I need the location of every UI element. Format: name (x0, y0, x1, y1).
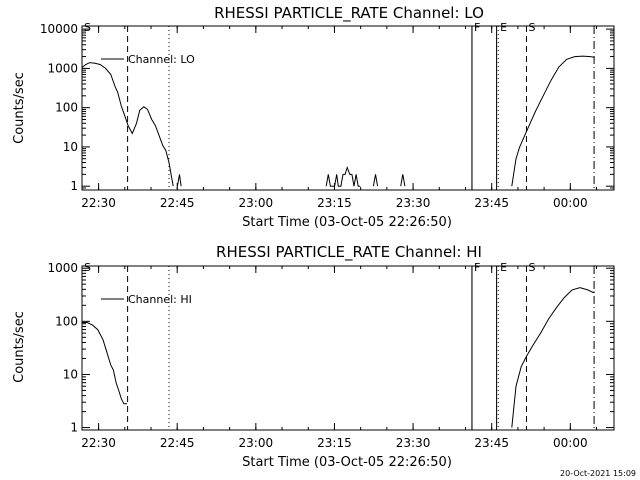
series-line-hi (511, 287, 595, 428)
series-line-hi (82, 322, 128, 405)
y-tick-label-lo: 100 (55, 101, 78, 115)
chart-title-lo: RHESSI PARTICLE_RATE Channel: LO (214, 4, 484, 23)
y-tick-label-hi: 100 (55, 314, 78, 328)
event-marker-label-lo: S (528, 21, 535, 34)
event-marker-label-lo: E (500, 21, 507, 34)
y-tick-label-lo: 10000 (40, 22, 78, 36)
y-tick-label-lo: 10 (63, 140, 78, 154)
series-line-lo (511, 55, 595, 187)
x-tick-label-lo: 00:00 (553, 196, 588, 210)
x-tick-label-lo: 22:30 (81, 196, 116, 210)
event-marker-label-hi: F (474, 261, 480, 274)
series-line-lo (400, 174, 406, 187)
x-tick-label-lo: 23:15 (317, 196, 352, 210)
plot-frame-hi (81, 265, 615, 431)
x-tick-label-hi: 22:30 (81, 436, 116, 450)
x-tick-label-lo: 23:45 (474, 196, 509, 210)
x-tick-label-lo: 22:45 (160, 196, 195, 210)
x-tick-label-hi: 23:30 (396, 436, 431, 450)
legend-label-lo: Channel: LO (128, 53, 195, 66)
x-tick-label-lo: 23:30 (396, 196, 431, 210)
chart-title-hi: RHESSI PARTICLE_RATE Channel: HI (216, 243, 482, 262)
y-axis-label-hi: Counts/sec (12, 311, 27, 383)
y-tick-label-hi: 1000 (47, 261, 78, 275)
y-tick-label-lo: 1 (70, 179, 78, 193)
series-line-lo (325, 165, 361, 187)
series-line-lo (81, 62, 174, 187)
x-tick-label-hi: 22:45 (160, 436, 195, 450)
series-line-lo (372, 174, 379, 187)
x-tick-label-lo: 23:00 (239, 196, 274, 210)
x-tick-label-hi: 23:00 (239, 436, 274, 450)
x-tick-label-hi: 23:15 (317, 436, 352, 450)
event-marker-label-hi: S (84, 261, 91, 274)
y-tick-label-lo: 1000 (47, 61, 78, 75)
x-axis-label-hi: Start Time (03-Oct-05 22:26:50) (242, 455, 452, 470)
x-tick-label-hi: 00:00 (553, 436, 588, 450)
event-marker-label-lo: F (474, 21, 480, 34)
event-marker-label-lo: S (84, 21, 91, 34)
panel-lo: RHESSI PARTICLE_RATE Channel: LO Counts/… (12, 4, 615, 230)
panel-hi: RHESSI PARTICLE_RATE Channel: HI Counts/… (12, 243, 615, 470)
legend-label-hi: Channel: HI (128, 293, 192, 306)
x-axis-label-lo: Start Time (03-Oct-05 22:26:50) (242, 215, 452, 230)
x-tick-label-hi: 23:45 (474, 436, 509, 450)
timestamp-footer: 20-Oct-2021 15:09 (560, 469, 636, 478)
y-tick-label-hi: 10 (63, 367, 78, 381)
series-line-lo (176, 174, 182, 187)
y-tick-label-hi: 1 (70, 421, 78, 435)
event-marker-label-hi: S (528, 261, 535, 274)
y-axis-label-lo: Counts/sec (12, 72, 27, 144)
event-marker-label-hi: E (500, 261, 507, 274)
